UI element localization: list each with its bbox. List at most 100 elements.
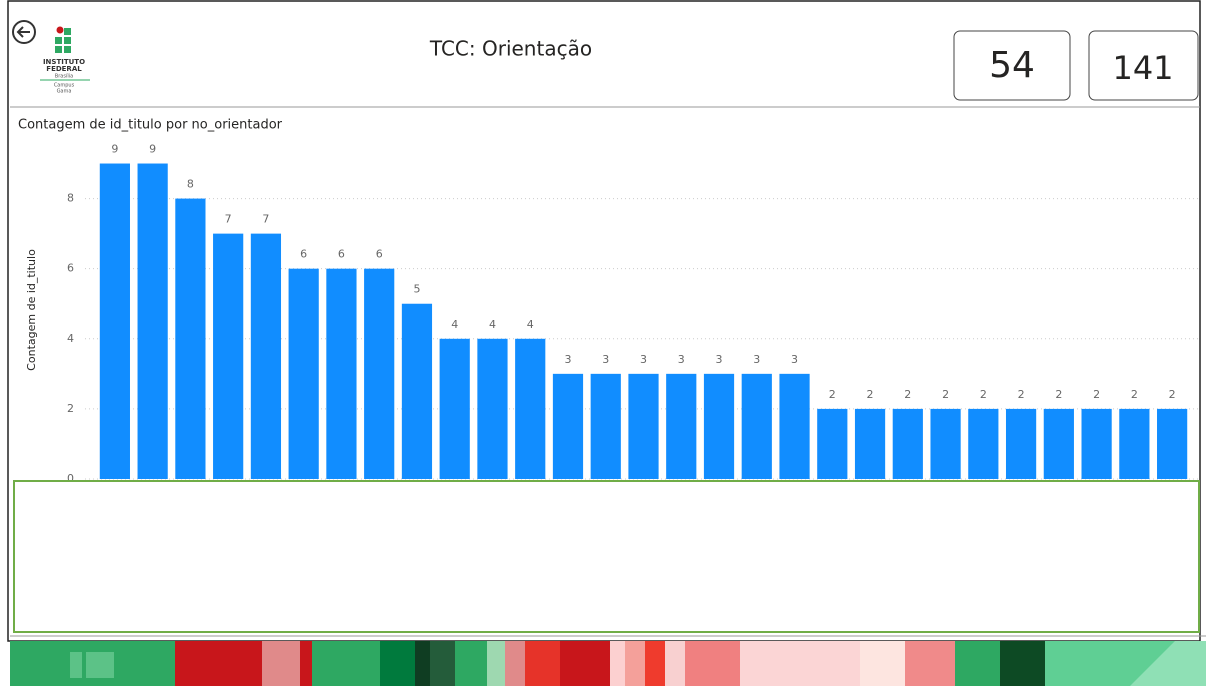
logo-dot [57,27,64,34]
banner-block [380,641,415,686]
bar [742,374,772,479]
bar [100,164,130,479]
kpi-value: 54 [989,45,1035,86]
bar [704,374,734,479]
bar [553,374,583,479]
value-label: 9 [111,143,118,156]
bar [213,234,243,479]
value-label: 2 [1169,388,1176,401]
banner-block [625,641,645,686]
value-label: 7 [225,213,232,226]
value-label: 4 [489,318,496,331]
y-tick-label: 4 [67,332,74,345]
y-axis-label: Contagem de id_titulo [25,249,38,371]
banner-block [175,641,262,686]
report-page: INSTITUTO FEDERAL Brasília Campus Gama T… [0,0,1206,686]
value-label: 2 [829,388,836,401]
banner-block [905,641,955,686]
banner-block [487,641,505,686]
footer-banner [10,641,1206,686]
value-label: 4 [527,318,534,331]
banner-block [430,641,455,686]
logo-square [64,28,71,35]
logo-text: FEDERAL [46,65,82,73]
value-label: 4 [451,318,458,331]
banner-block [955,641,1000,686]
banner-logo [86,652,114,678]
value-label: 2 [867,388,874,401]
y-tick-label: 6 [67,262,74,275]
bar [1006,409,1036,479]
bar [402,304,432,479]
value-label: 6 [300,248,307,261]
banner-block [560,641,610,686]
value-label: 3 [640,353,647,366]
value-label: 3 [602,353,609,366]
logo-text: Brasília [55,73,73,80]
bar [628,374,658,479]
banner-block [665,641,685,686]
bar [326,269,356,479]
banner-block [525,641,560,686]
banner-block [610,641,625,686]
bar [666,374,696,479]
empty-visual [14,481,1199,632]
bar [477,339,507,479]
value-label: 3 [791,353,798,366]
value-label: 9 [149,143,156,156]
value-label: 6 [338,248,345,261]
bar [1157,409,1187,479]
value-label: 2 [1093,388,1100,401]
bar [1082,409,1112,479]
value-label: 2 [1131,388,1138,401]
banner-block [740,641,860,686]
y-tick-label: 2 [67,402,74,415]
bar [1119,409,1149,479]
bar [515,339,545,479]
logo-square [64,46,71,53]
value-label: 8 [187,178,194,191]
value-label: 6 [376,248,383,261]
banner-block [505,641,525,686]
value-label: 2 [942,388,949,401]
banner-block [860,641,905,686]
banner-block [645,641,665,686]
bar [138,164,168,479]
bar [930,409,960,479]
banner-block [300,641,312,686]
banner-block [312,641,380,686]
value-label: 3 [753,353,760,366]
value-label: 5 [413,283,420,296]
bar [779,374,809,479]
value-label: 2 [980,388,987,401]
banner-block [455,641,487,686]
value-label: 3 [564,353,571,366]
banner-block [262,641,300,686]
value-label: 3 [716,353,723,366]
y-tick-label: 8 [67,192,74,205]
bar [251,234,281,479]
bar [855,409,885,479]
bar [817,409,847,479]
banner-logo [70,652,82,678]
value-label: 3 [678,353,685,366]
bar [1044,409,1074,479]
bar [364,269,394,479]
bar [440,339,470,479]
kpi-value: 141 [1112,49,1173,87]
logo-square [64,37,71,44]
logo-square [55,37,62,44]
logo-text: Gama [57,89,72,95]
banner-block [415,641,430,686]
banner-block [685,641,740,686]
bar [175,199,205,479]
bar [968,409,998,479]
bar [289,269,319,479]
value-label: 2 [904,388,911,401]
value-label: 2 [1055,388,1062,401]
value-label: 7 [262,213,269,226]
page-title: TCC: Orientação [429,37,592,61]
value-label: 2 [1018,388,1025,401]
chart-title: Contagem de id_titulo por no_orientador [18,118,283,133]
bar [893,409,923,479]
